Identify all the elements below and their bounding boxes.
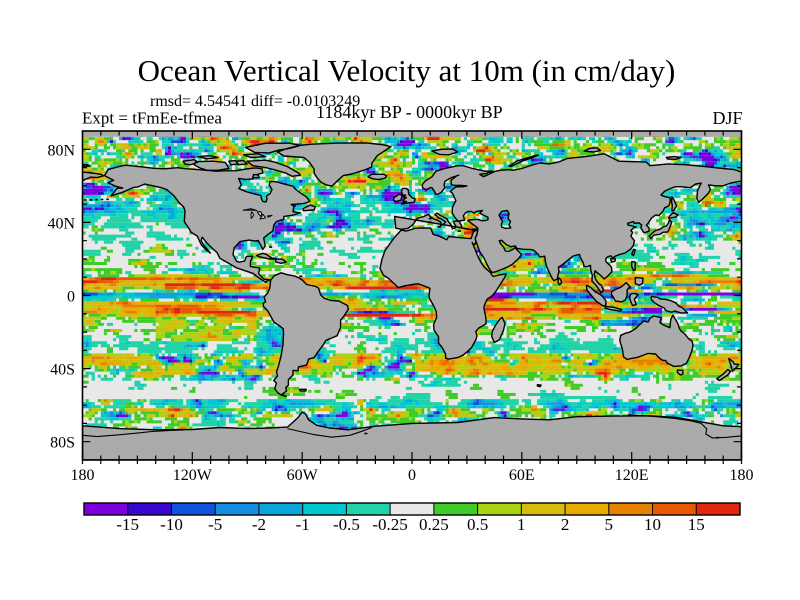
svg-text:-15: -15 xyxy=(116,515,139,534)
svg-text:180: 180 xyxy=(71,467,95,484)
svg-text:120W: 120W xyxy=(173,467,213,484)
svg-text:DJF: DJF xyxy=(713,108,743,128)
svg-text:Expt = tFmEe-tfmea: Expt = tFmEe-tfmea xyxy=(82,109,222,128)
svg-text:15: 15 xyxy=(688,515,705,534)
svg-text:rmsd= 4.54541 diff= -0.0103249: rmsd= 4.54541 diff= -0.0103249 xyxy=(150,93,360,110)
svg-text:60E: 60E xyxy=(509,467,535,484)
svg-text:1184kyr BP - 0000kyr BP: 1184kyr BP - 0000kyr BP xyxy=(316,102,503,122)
svg-text:-10: -10 xyxy=(160,515,183,534)
svg-text:180: 180 xyxy=(730,467,754,484)
svg-text:10: 10 xyxy=(644,515,661,534)
svg-text:0: 0 xyxy=(67,289,75,306)
svg-text:0.5: 0.5 xyxy=(467,515,488,534)
svg-text:1: 1 xyxy=(517,515,526,534)
svg-text:-0.25: -0.25 xyxy=(372,515,407,534)
svg-text:40S: 40S xyxy=(50,362,75,379)
svg-text:40N: 40N xyxy=(47,215,75,232)
svg-text:0: 0 xyxy=(408,467,416,484)
svg-text:80S: 80S xyxy=(50,435,75,452)
svg-text:80N: 80N xyxy=(47,142,75,159)
svg-text:-1: -1 xyxy=(296,515,310,534)
svg-text:-5: -5 xyxy=(208,515,222,534)
svg-text:2: 2 xyxy=(561,515,570,534)
svg-text:-0.5: -0.5 xyxy=(333,515,360,534)
svg-text:0.25: 0.25 xyxy=(419,515,449,534)
svg-text:120E: 120E xyxy=(615,467,649,484)
svg-text:5: 5 xyxy=(605,515,614,534)
svg-text:Ocean Vertical Velocity at 10m: Ocean Vertical Velocity at 10m (in cm/da… xyxy=(138,53,676,88)
svg-text:60W: 60W xyxy=(287,467,319,484)
svg-text:-2: -2 xyxy=(252,515,266,534)
